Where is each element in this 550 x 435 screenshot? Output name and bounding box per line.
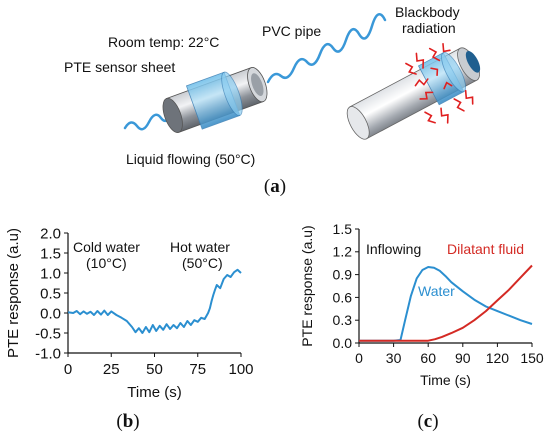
chart-b: -1.0 -0.5 0.0 0.5 1.0 1.5 2.0 0 25 50 75 100 Time (s… (5, 225, 254, 401)
x-tick-label: 150 (520, 350, 544, 366)
panel-b-label: (b) (116, 411, 139, 432)
legend-label-dilatant-fluid: Dilatant fluid (447, 241, 524, 257)
annotation-hot-water: Hot water (170, 239, 230, 255)
blackbody-label-line1: Blackbody (395, 4, 460, 20)
x-tick-label: 100 (228, 361, 253, 378)
y-tick-label: 1.5 (333, 221, 353, 237)
chart-c: 0.0 0.3 0.6 0.9 1.2 1.5 0 30 60 90 120 150 Time (s) P… (299, 221, 544, 388)
x-tick-label: 90 (455, 350, 471, 366)
liquid-wave-right (266, 13, 387, 84)
panel-a-label: (a) (264, 176, 286, 197)
annotation-hot-temp: (50°C) (182, 255, 223, 271)
y-axis-label: PTE response (a.u) (299, 225, 315, 346)
panel-c-label: (c) (417, 411, 438, 432)
annotation-inflowing: Inflowing (366, 241, 421, 257)
y-tick-label: 0.0 (40, 305, 61, 322)
y-tick-label: 1.2 (333, 244, 353, 260)
room-temp-label: Room temp: 22°C (108, 34, 219, 50)
x-tick-label: 0 (64, 361, 72, 378)
y-tick-label: 0.6 (333, 289, 353, 305)
y-tick-label: 1.5 (40, 245, 61, 262)
pvc-pipe-left (162, 67, 268, 133)
y-tick-label: -1.0 (35, 345, 61, 362)
x-tick-label: 30 (386, 350, 402, 366)
blackbody-radiation-marks (405, 42, 474, 124)
series-line-dilatant-fluid (359, 264, 533, 342)
blackbody-label-line2: radiation (402, 20, 456, 36)
x-tick-label: 50 (146, 361, 163, 378)
x-tick-label: 25 (103, 361, 120, 378)
y-tick-label: 0.0 (333, 335, 353, 351)
y-tick-label: -0.5 (35, 325, 61, 342)
series-line-water (359, 266, 533, 342)
y-tick-label: 0.9 (333, 267, 353, 283)
y-axis-label: PTE response (a.u) (5, 228, 22, 358)
pte-sensor-label: PTE sensor sheet (64, 59, 175, 75)
panel-a: Room temp: 22°C PVC pipe PTE sensor shee… (64, 4, 481, 197)
series-line-0 (67, 268, 242, 334)
annotation-cold-water: Cold water (73, 239, 140, 255)
y-tick-label: 2.0 (40, 225, 61, 242)
x-tick-label: 120 (486, 350, 510, 366)
pte-sensor-sheet (185, 71, 243, 130)
y-tick-label: 0.5 (40, 285, 61, 302)
liquid-flow-label: Liquid flowing (50°C) (126, 151, 255, 167)
pvc-pipe-right (346, 42, 481, 140)
y-tick-label: 1.0 (40, 265, 61, 282)
x-tick-label: 75 (189, 361, 206, 378)
x-axis-label: Time (s) (127, 384, 181, 401)
x-tick-label: 60 (420, 350, 436, 366)
x-axis-label: Time (s) (420, 372, 471, 388)
x-tick-label: 0 (355, 350, 363, 366)
legend-label-water: Water (418, 283, 455, 299)
annotation-cold-temp: (10°C) (86, 255, 127, 271)
pvc-pipe-label: PVC pipe (262, 23, 321, 39)
y-tick-label: 0.3 (333, 312, 353, 328)
